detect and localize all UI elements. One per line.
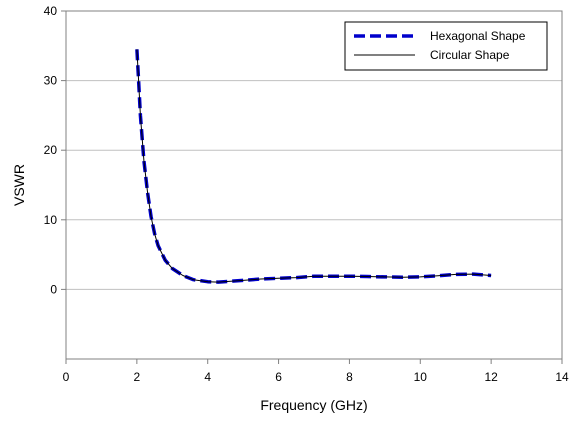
y-tick-label: 40 bbox=[44, 4, 58, 18]
legend-label-hexagonal: Hexagonal Shape bbox=[430, 29, 526, 43]
ticks: 0 2 4 6 8 10 12 14 0 10 20 30 40 bbox=[44, 4, 569, 384]
x-tick-label: 12 bbox=[484, 370, 498, 384]
y-tick-label: 10 bbox=[44, 213, 58, 227]
x-tick-label: 4 bbox=[204, 370, 211, 384]
x-tick-label: 0 bbox=[63, 370, 70, 384]
x-tick-label: 10 bbox=[414, 370, 428, 384]
x-axis-title: Frequency (GHz) bbox=[260, 397, 367, 413]
series-layer bbox=[135, 49, 492, 284]
legend-label-circular: Circular Shape bbox=[430, 48, 510, 62]
x-tick-label: 14 bbox=[555, 370, 569, 384]
y-tick-label: 0 bbox=[50, 282, 57, 296]
plot-area bbox=[65, 10, 563, 360]
x-tick-label: 8 bbox=[346, 370, 353, 384]
legend-box bbox=[344, 21, 548, 71]
legend: Hexagonal Shape Circular Shape bbox=[344, 21, 548, 71]
x-tick-label: 6 bbox=[275, 370, 282, 384]
y-tick-label: 30 bbox=[44, 74, 58, 88]
x-tick-label: 2 bbox=[134, 370, 141, 384]
series-line-hexagonal bbox=[135, 49, 492, 284]
y-axis-title: VSWR bbox=[11, 164, 27, 206]
series-line-circular bbox=[136, 49, 492, 283]
y-tick-label: 20 bbox=[44, 143, 58, 157]
